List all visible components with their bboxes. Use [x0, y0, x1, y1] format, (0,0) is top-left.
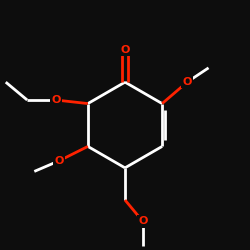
Text: O: O	[120, 45, 130, 55]
Text: O: O	[51, 95, 60, 105]
Text: O: O	[182, 77, 192, 87]
Text: O: O	[55, 156, 64, 166]
Text: O: O	[138, 216, 147, 226]
